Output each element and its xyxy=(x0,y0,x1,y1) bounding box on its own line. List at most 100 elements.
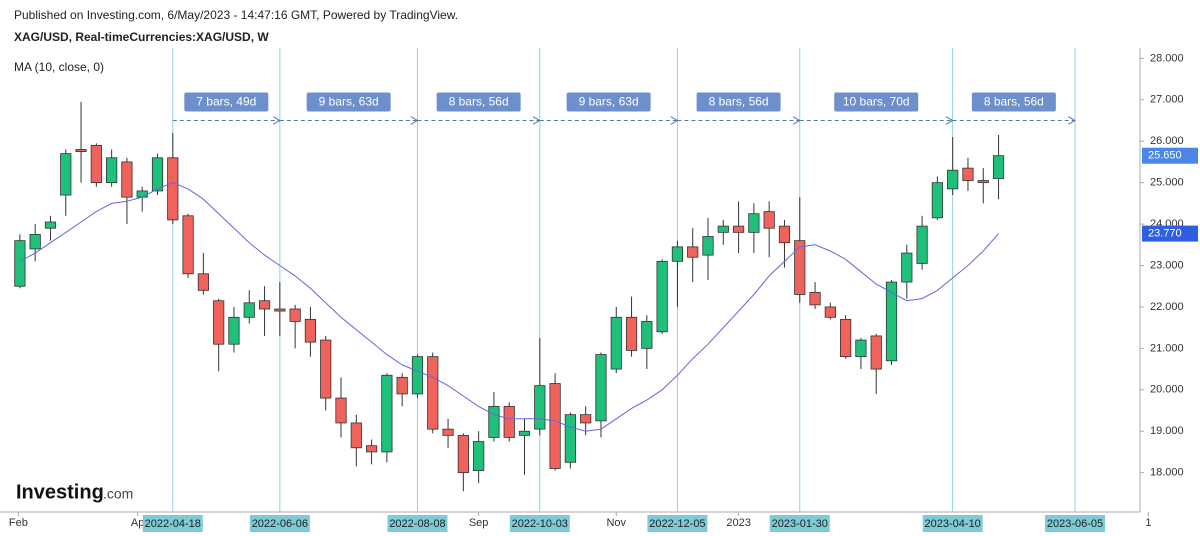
candle-body xyxy=(106,157,118,184)
range-label-box xyxy=(834,92,919,112)
price-label-box xyxy=(1142,147,1198,164)
candle-body xyxy=(687,246,699,258)
marker-label-box xyxy=(249,515,310,532)
range-label-box xyxy=(436,92,521,112)
candle-body xyxy=(534,385,546,430)
marker-label: 2022-08-08 xyxy=(389,518,445,530)
candle-body xyxy=(503,405,515,438)
marker-label: 2022-06-06 xyxy=(252,518,308,530)
candle-body xyxy=(121,161,133,198)
candle-body xyxy=(885,281,898,362)
marker-label: 2022-04-18 xyxy=(145,518,201,530)
candle-body xyxy=(840,318,852,358)
marker-label-box xyxy=(922,515,983,532)
range-label: 8 bars, 56d xyxy=(709,95,769,109)
candle-body xyxy=(304,318,317,343)
marker-label-box xyxy=(387,515,448,532)
range-label-box xyxy=(184,92,269,112)
candle-body xyxy=(901,252,913,283)
candle-body xyxy=(595,354,607,422)
candle-body xyxy=(167,157,179,221)
y-tick-label: 23.000 xyxy=(1150,259,1184,271)
candle-body xyxy=(320,339,332,399)
candle-body xyxy=(625,316,638,351)
range-label-box xyxy=(306,92,391,112)
candle-body xyxy=(411,356,424,395)
x-tick-label: 2023 xyxy=(726,517,750,529)
y-tick-label: 27.000 xyxy=(1150,94,1184,106)
candle-body xyxy=(182,215,194,275)
candle-body xyxy=(962,167,974,181)
candle-body xyxy=(992,155,1005,179)
marker-label: 2023-06-05 xyxy=(1047,518,1103,530)
symbol-title: XAG/USD, Real-timeCurrencies:XAG/USD, W xyxy=(14,30,269,44)
candle-body xyxy=(90,144,102,184)
range-label-box xyxy=(566,92,651,112)
candle-body xyxy=(916,225,928,264)
candle-body xyxy=(427,356,439,430)
candle-body xyxy=(855,339,867,358)
y-tick-label: 25.000 xyxy=(1150,177,1184,189)
marker-label-box xyxy=(142,515,203,532)
price-label-box xyxy=(1142,225,1198,242)
x-tick-label: Ap xyxy=(131,517,144,529)
y-tick-label: 19.000 xyxy=(1150,425,1184,437)
candle-body xyxy=(518,430,531,436)
price-label: 25.650 xyxy=(1148,150,1182,162)
range-label: 9 bars, 63d xyxy=(319,95,379,109)
candle-body xyxy=(44,221,57,229)
y-tick-label: 20.000 xyxy=(1150,384,1184,396)
logo: Investing xyxy=(16,481,104,503)
candle-body xyxy=(717,225,729,233)
candle-body xyxy=(381,374,393,453)
candle-body xyxy=(671,246,684,262)
candle-body xyxy=(213,300,225,345)
candle-body xyxy=(947,169,959,190)
indicator-label: MA (10, close, 0) xyxy=(14,60,104,74)
candle-body xyxy=(778,225,791,244)
candle-body xyxy=(702,236,714,256)
candle-body xyxy=(656,260,668,333)
candle-body xyxy=(457,434,469,474)
marker-label: 2022-10-03 xyxy=(512,518,568,530)
range-label-box xyxy=(971,92,1056,112)
candle-body xyxy=(14,240,26,287)
x-tick-label: 1 xyxy=(1145,517,1151,529)
range-label: 8 bars, 56d xyxy=(449,95,509,109)
candle-body xyxy=(243,302,255,318)
candle-body xyxy=(610,316,622,370)
candle-body xyxy=(258,300,271,310)
y-tick-label: 18.000 xyxy=(1150,467,1184,479)
range-label-box xyxy=(696,92,781,112)
candle-body xyxy=(136,190,148,198)
candle-body xyxy=(488,405,500,438)
candle-body xyxy=(641,321,653,349)
candle-body xyxy=(396,376,408,395)
logo-suffix: .com xyxy=(103,486,133,502)
x-tick-label: Feb xyxy=(9,517,28,529)
range-label: 10 bars, 70d xyxy=(843,95,910,109)
candle-body xyxy=(549,383,561,469)
y-tick-label: 22.000 xyxy=(1150,301,1184,313)
candle-body xyxy=(870,335,882,370)
candle-body xyxy=(580,414,592,424)
published-note: Published on Investing.com, 6/May/2023 -… xyxy=(14,8,458,22)
candle-body xyxy=(60,153,72,196)
candle-body xyxy=(228,316,240,345)
y-tick-label: 21.000 xyxy=(1150,342,1184,354)
candle-body xyxy=(350,422,362,449)
candle-body xyxy=(289,308,301,322)
candle-body xyxy=(763,211,775,229)
candle-body xyxy=(274,308,286,312)
ma-line xyxy=(19,182,999,432)
candle-body xyxy=(473,441,485,471)
range-label: 7 bars, 49d xyxy=(196,95,256,109)
marker-label-box xyxy=(509,515,570,532)
candle-body xyxy=(365,445,378,453)
y-tick-label: 26.000 xyxy=(1150,135,1184,147)
candle-body xyxy=(824,306,836,318)
candle-body xyxy=(732,225,745,233)
candle-body xyxy=(748,213,760,233)
